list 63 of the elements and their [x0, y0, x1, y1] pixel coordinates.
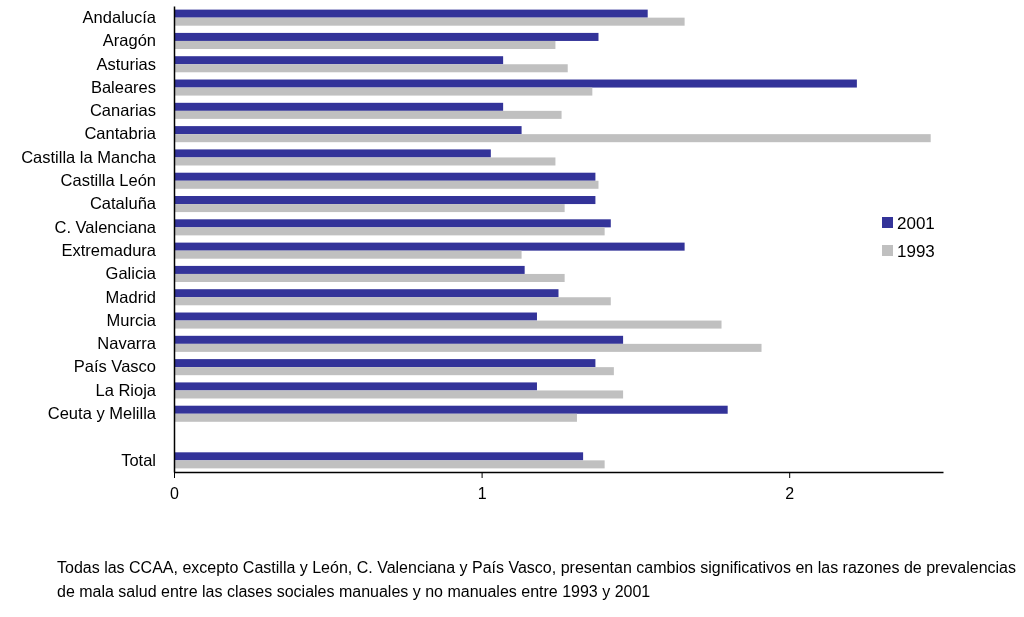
bar: [174, 79, 857, 88]
bar: [174, 343, 762, 352]
bar: [174, 17, 685, 26]
y-tick-label: Andalucía: [82, 7, 157, 26]
bar: [174, 242, 685, 251]
bar: [174, 405, 728, 414]
y-tick-label: Castilla León: [60, 171, 156, 190]
bar: [174, 289, 559, 298]
bar: [174, 227, 605, 236]
y-tick-label: País Vasco: [73, 357, 156, 376]
text: Todas las CCAA, excepto Castilla y León, C. Valenciana y País Vasco, presentan cambios significativos en las razones de prevalencias de mala salud entre las clases sociales manuales y no manuales entre 1993 y 2001: [57, 558, 1017, 602]
bar: [174, 126, 522, 135]
y-tick-label: Madrid: [105, 287, 156, 306]
y-tick-label: Baleares: [90, 77, 156, 96]
bar: [174, 297, 611, 306]
x-tick-label: 2: [785, 485, 795, 503]
bar: [174, 359, 596, 368]
bar: [174, 265, 525, 274]
y-tick-label: La Rioja: [95, 380, 157, 399]
bar: [174, 413, 577, 422]
bar: [174, 204, 565, 213]
y-tick-label: Aragón: [102, 31, 156, 50]
y-tick-label: Cataluña: [89, 194, 157, 213]
bar: [174, 367, 614, 376]
bar: [174, 134, 931, 143]
bar: [174, 172, 596, 181]
y-tick-label: Extremadura: [61, 240, 157, 259]
bar: [174, 157, 556, 166]
bar: [174, 335, 624, 344]
bar: [174, 219, 611, 228]
bar: [174, 390, 624, 399]
y-tick-label: C. Valenciana: [54, 217, 157, 236]
y-tick-label: Navarra: [97, 334, 157, 353]
bar: [174, 87, 593, 96]
y-tick-label: Galicia: [105, 264, 157, 283]
y-tick-label: Asturias: [96, 54, 156, 73]
bar: [174, 382, 537, 391]
bar: [174, 110, 562, 119]
bar: [174, 460, 605, 469]
legend-label: 1993: [897, 242, 935, 261]
y-tick-label: Murcia: [106, 310, 157, 329]
bar: [174, 149, 491, 158]
bar: [174, 180, 599, 189]
legend-label: 2001: [897, 214, 935, 233]
x-tick-label: 1: [477, 485, 487, 503]
bar: [174, 32, 599, 41]
bar: [174, 196, 596, 205]
y-tick-label: Cantabria: [84, 124, 157, 143]
y-tick-label: Castilla la Mancha: [21, 147, 157, 166]
bar: [174, 273, 565, 282]
y-tick-label: Ceuta y Melilla: [47, 404, 157, 423]
bar: [174, 452, 584, 461]
bar: [174, 40, 556, 49]
y-tick-label: Total: [121, 450, 156, 469]
bar: [174, 320, 722, 329]
bar: [174, 312, 537, 321]
bar: [174, 102, 504, 111]
x-tick-label: 0: [170, 485, 180, 503]
bar: [174, 56, 504, 65]
bar: [174, 64, 568, 73]
y-tick-label: Canarias: [89, 101, 156, 120]
bar: [174, 250, 522, 259]
bar: [174, 9, 648, 18]
